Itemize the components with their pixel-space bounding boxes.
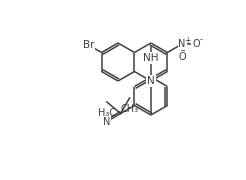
Text: NH: NH	[143, 53, 159, 63]
Text: O: O	[192, 39, 200, 49]
Text: -: -	[200, 35, 203, 44]
Text: N: N	[103, 116, 110, 127]
Text: +: +	[184, 35, 190, 44]
Text: CH₃: CH₃	[121, 104, 139, 114]
Text: N: N	[178, 39, 186, 49]
Text: N: N	[147, 76, 155, 86]
Text: H₃C: H₃C	[98, 108, 116, 118]
Text: O: O	[178, 52, 186, 62]
Text: Br: Br	[83, 40, 94, 50]
